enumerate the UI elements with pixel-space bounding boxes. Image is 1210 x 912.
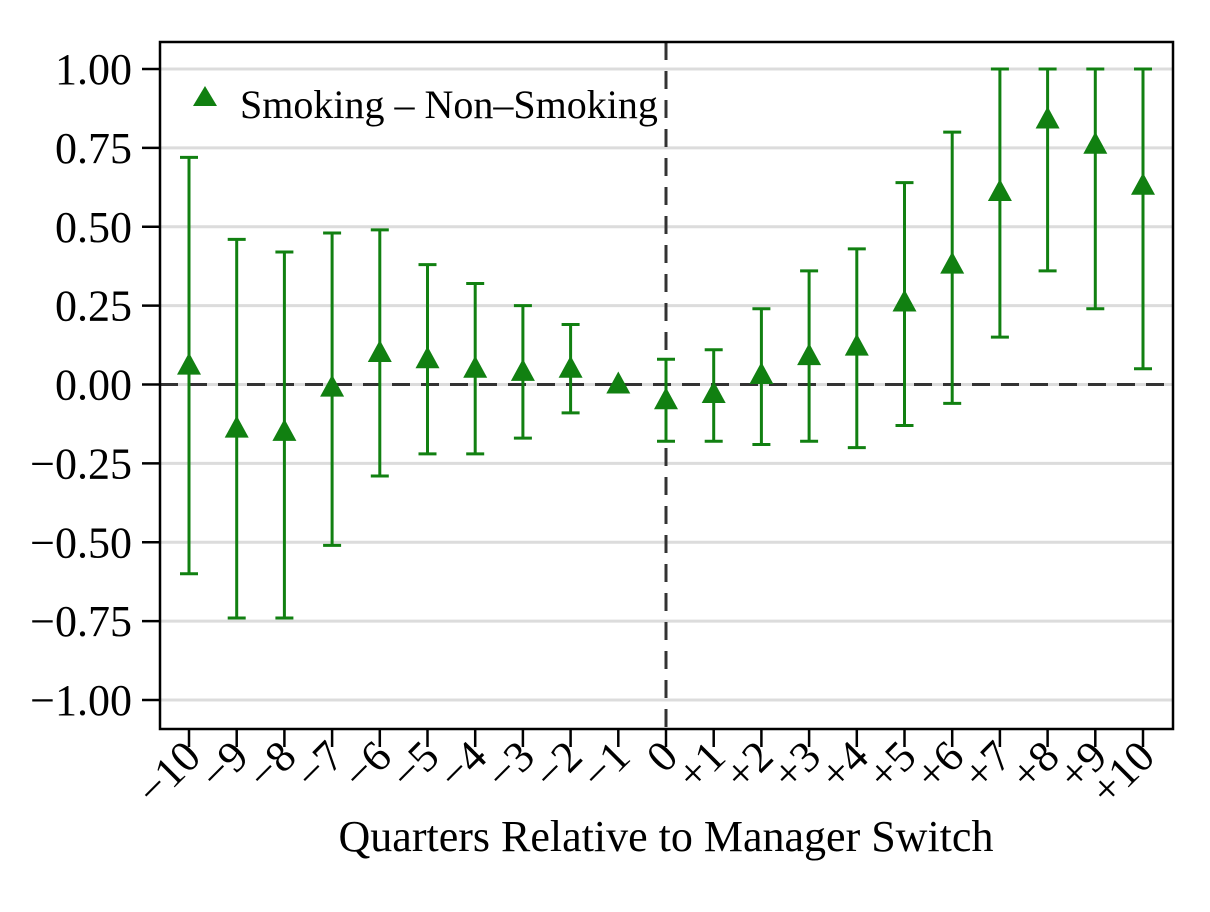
data-point bbox=[1131, 172, 1155, 195]
data-point bbox=[367, 339, 392, 362]
x-axis: −10−9−8−7−6−5−4−3−2−10+1+2+3+4+5+6+7+8+9… bbox=[127, 729, 1164, 815]
legend: Smoking – Non–Smoking bbox=[193, 82, 658, 127]
y-tick-label: 0.75 bbox=[55, 124, 132, 173]
legend-triangle-icon bbox=[193, 86, 217, 106]
data-point bbox=[654, 387, 678, 410]
y-tick-label: −1.00 bbox=[30, 676, 132, 725]
y-tick-label: 0.50 bbox=[55, 203, 132, 252]
y-tick-label: 1.00 bbox=[55, 45, 132, 94]
data-point bbox=[987, 179, 1012, 202]
data-point bbox=[224, 415, 249, 438]
data-point bbox=[272, 418, 297, 441]
y-tick-label: 0.25 bbox=[55, 282, 132, 331]
data-point bbox=[892, 289, 917, 312]
x-axis-title: Quarters Relative to Manager Switch bbox=[339, 812, 994, 861]
data-point bbox=[1035, 106, 1060, 129]
data-point bbox=[177, 352, 201, 375]
x-tick-label: −1 bbox=[572, 731, 640, 799]
data-point bbox=[606, 371, 631, 394]
data-point bbox=[320, 374, 345, 397]
y-tick-label: −0.50 bbox=[30, 518, 132, 567]
y-tick-label: −0.25 bbox=[30, 439, 132, 488]
data-point bbox=[1083, 131, 1108, 154]
legend-label: Smoking – Non–Smoking bbox=[240, 82, 658, 127]
data-point bbox=[844, 333, 869, 356]
data-markers bbox=[177, 106, 1155, 441]
data-point bbox=[701, 380, 726, 403]
y-tick-label: 0.00 bbox=[55, 361, 132, 410]
data-point bbox=[940, 251, 965, 274]
y-axis: −1.00 −0.75 −0.50 −0.25 0.00 0.25 0.50 0.75 1.00 bbox=[30, 45, 160, 725]
data-point bbox=[415, 346, 440, 369]
data-point bbox=[797, 343, 822, 366]
data-point bbox=[558, 355, 583, 378]
data-point bbox=[463, 355, 488, 378]
data-point bbox=[510, 358, 535, 381]
data-point bbox=[749, 362, 774, 385]
y-tick-label: −0.75 bbox=[30, 597, 132, 646]
